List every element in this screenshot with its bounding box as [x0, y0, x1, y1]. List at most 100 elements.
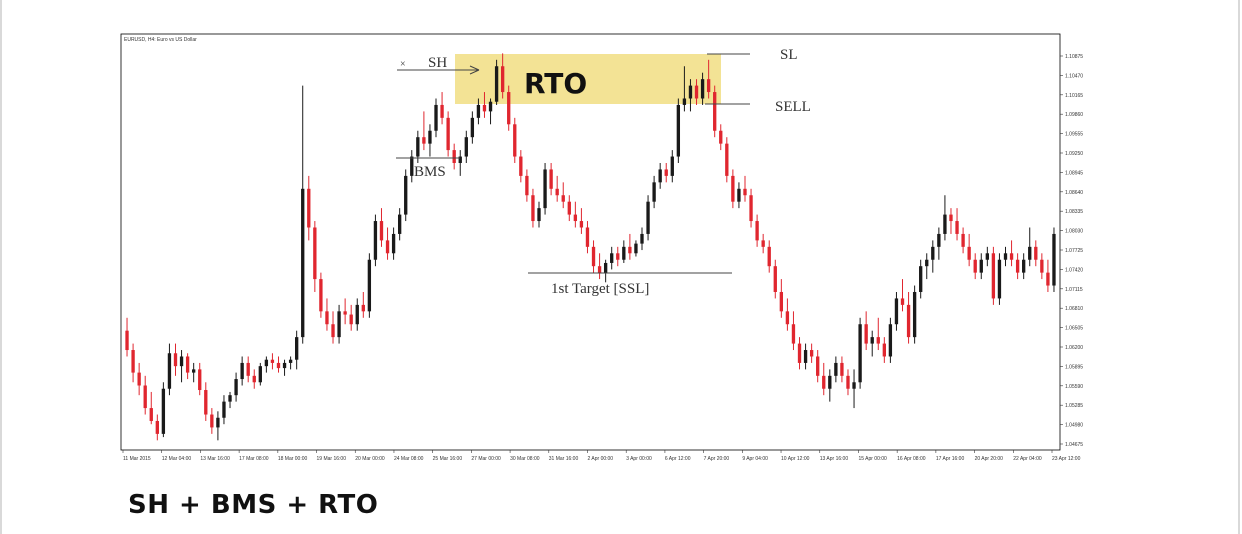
candle-body	[319, 279, 323, 312]
x-tick-label: 10 Apr 12:00	[781, 456, 810, 462]
candle-body	[688, 85, 693, 99]
candle-body	[185, 356, 190, 373]
candle-body	[870, 337, 874, 344]
candle-body	[949, 214, 953, 222]
candles-group	[125, 53, 1056, 441]
candle-body	[585, 227, 590, 247]
candle-body	[198, 369, 202, 391]
candle-body	[192, 369, 196, 373]
candle-body	[452, 150, 456, 163]
candle-body	[919, 266, 923, 292]
candle-body	[543, 169, 547, 209]
candle-body	[925, 259, 929, 267]
candle-body	[767, 246, 771, 267]
candle-body	[440, 104, 444, 118]
candle-body	[252, 375, 256, 383]
candle-body	[779, 291, 784, 312]
rto-zone	[455, 54, 721, 104]
x-tick-label: 17 Mar 08:00	[239, 456, 269, 462]
x-tick-label: 2 Apr 00:00	[588, 456, 614, 462]
y-tick-label: 1.05590	[1065, 384, 1083, 390]
candle-body	[155, 420, 159, 434]
candle-body	[664, 169, 668, 176]
y-tick-label: 1.04675	[1065, 442, 1083, 448]
sh-arrow-stroke	[469, 65, 480, 71]
candle-body	[931, 246, 935, 260]
candle-body	[573, 214, 578, 222]
candle-body	[228, 395, 232, 402]
target-label: 1st Target [SSL]	[551, 281, 649, 297]
candle-body	[731, 175, 735, 202]
y-tick-label: 1.10470	[1065, 73, 1083, 79]
candle-body	[464, 137, 468, 157]
candle-body	[507, 92, 511, 125]
x-tick-label: 30 Mar 08:00	[510, 456, 540, 462]
candle-body	[700, 79, 705, 99]
x-tick-label: 9 Apr 04:00	[742, 456, 768, 462]
candle-body	[658, 169, 662, 183]
bms-label: BMS	[414, 164, 446, 180]
candle-body	[894, 298, 899, 325]
candle-body	[379, 221, 384, 241]
candle-body	[404, 175, 408, 215]
x-tick-label: 18 Mar 00:00	[278, 456, 308, 462]
candle-body	[803, 350, 808, 363]
frame-left-border	[0, 0, 2, 534]
candle-body	[343, 311, 347, 315]
y-tick-label: 1.09555	[1065, 132, 1083, 138]
candle-body	[325, 311, 329, 325]
candle-body	[882, 343, 887, 357]
candle-body	[991, 253, 996, 299]
candle-body	[1015, 259, 1020, 273]
candle-body	[864, 324, 868, 344]
candle-body	[349, 314, 353, 325]
candle-body	[204, 390, 208, 415]
candle-body	[210, 414, 214, 428]
candle-body	[1022, 259, 1026, 273]
candle-body	[943, 214, 947, 234]
candle-body	[1003, 253, 1008, 260]
y-tick-label: 1.07420	[1065, 267, 1083, 273]
y-tick-label: 1.09860	[1065, 112, 1083, 118]
candle-body	[725, 143, 729, 176]
candle-body	[761, 240, 765, 247]
candle-body	[616, 253, 620, 260]
candle-body	[397, 214, 402, 234]
candle-body	[391, 233, 396, 254]
candle-body	[809, 350, 814, 357]
x-tick-label: 20 Apr 20:00	[975, 456, 1004, 462]
candle-body	[646, 201, 650, 234]
y-axis: 1.10875 1.10470 1.10165 1.09860 1.09555 1.092…	[1060, 54, 1083, 448]
candle-body	[900, 298, 905, 305]
candle-body	[676, 104, 681, 157]
candle-body	[270, 359, 275, 363]
candle-body	[179, 356, 184, 367]
candle-body	[519, 156, 523, 176]
candle-body	[1052, 233, 1056, 286]
candle-body	[301, 188, 305, 338]
candle-body	[634, 243, 638, 254]
y-tick-label: 1.07115	[1065, 287, 1083, 293]
candle-body	[458, 156, 462, 163]
candle-body	[494, 66, 499, 102]
candle-body	[294, 337, 299, 360]
candle-body	[313, 227, 317, 280]
frame-right-border	[1238, 0, 1240, 534]
candle-body	[755, 221, 759, 241]
candle-body	[979, 259, 983, 273]
candle-body	[706, 79, 711, 93]
candle-body	[876, 337, 880, 344]
x-tick-label: 25 Mar 16:00	[433, 456, 463, 462]
y-tick-label: 1.04980	[1065, 423, 1083, 429]
candle-body	[446, 117, 450, 151]
candle-body	[137, 372, 141, 386]
candle-body	[125, 330, 129, 351]
candle-body	[858, 324, 862, 383]
x-tick-label: 23 Apr 12:00	[1052, 456, 1081, 462]
candle-body	[785, 311, 790, 325]
candle-body	[610, 253, 614, 263]
x-tick-label: 24 Mar 08:00	[394, 456, 424, 462]
x-tick-label: 13 Mar 16:00	[200, 456, 230, 462]
candle-body	[422, 137, 426, 144]
candle-body	[131, 350, 135, 373]
